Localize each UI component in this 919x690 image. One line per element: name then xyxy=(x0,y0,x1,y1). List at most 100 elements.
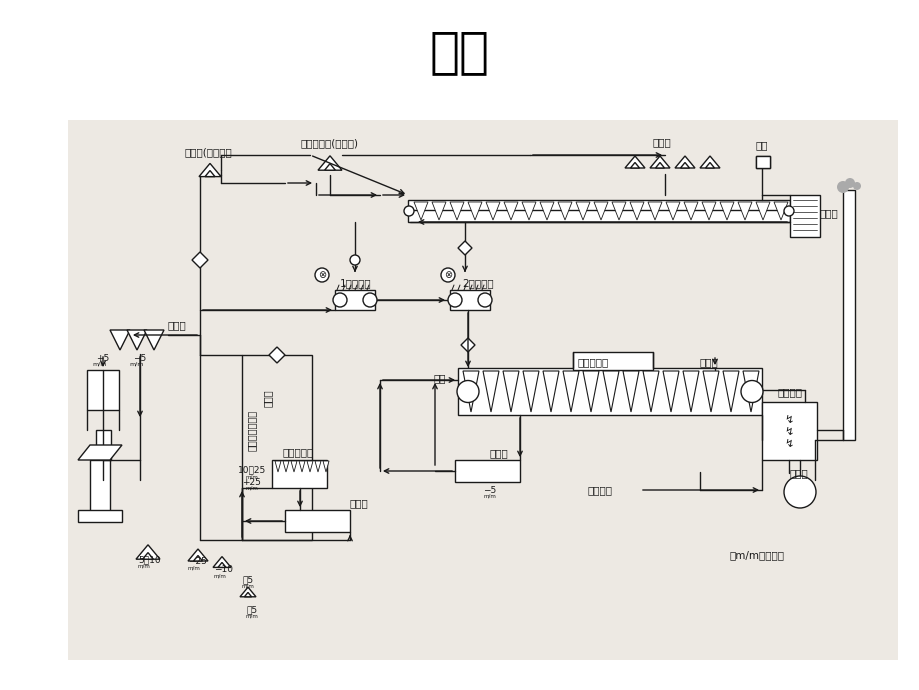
Polygon shape xyxy=(522,371,539,412)
Polygon shape xyxy=(136,545,160,559)
Circle shape xyxy=(478,293,492,307)
Text: m/m: m/m xyxy=(483,493,496,498)
Polygon shape xyxy=(240,587,255,597)
Polygon shape xyxy=(575,202,589,220)
Text: ↯: ↯ xyxy=(784,427,793,437)
Text: +5: +5 xyxy=(96,353,109,362)
Text: 铺底矿: 铺底矿 xyxy=(263,389,273,407)
Text: －5: －5 xyxy=(246,606,257,615)
Text: −25: −25 xyxy=(187,558,207,566)
Polygon shape xyxy=(187,549,208,561)
Polygon shape xyxy=(680,163,688,168)
Text: ↯: ↯ xyxy=(784,415,793,425)
Polygon shape xyxy=(462,371,479,412)
Bar xyxy=(755,156,769,168)
Polygon shape xyxy=(205,170,215,177)
Bar xyxy=(842,190,854,440)
Text: m/m: m/m xyxy=(245,474,258,479)
Polygon shape xyxy=(654,163,664,168)
Polygon shape xyxy=(299,461,305,472)
Polygon shape xyxy=(642,371,658,412)
Polygon shape xyxy=(558,202,572,220)
Circle shape xyxy=(349,255,359,265)
Text: m/m: m/m xyxy=(187,566,200,571)
Polygon shape xyxy=(705,163,714,168)
Polygon shape xyxy=(622,371,639,412)
Text: ⊗: ⊗ xyxy=(444,270,451,280)
Text: 烧结: 烧结 xyxy=(429,28,490,76)
Polygon shape xyxy=(737,202,751,220)
Polygon shape xyxy=(542,371,559,412)
Text: 成品冷却机: 成品冷却机 xyxy=(282,447,313,457)
Polygon shape xyxy=(702,371,719,412)
Text: －5: －5 xyxy=(243,575,254,584)
Polygon shape xyxy=(594,202,607,220)
Polygon shape xyxy=(675,156,694,168)
Polygon shape xyxy=(213,557,231,567)
Bar xyxy=(761,402,816,460)
Bar xyxy=(242,355,312,540)
Polygon shape xyxy=(460,338,474,352)
Polygon shape xyxy=(318,156,342,170)
Text: m/m: m/m xyxy=(245,485,258,490)
Text: −5: −5 xyxy=(133,353,146,362)
Polygon shape xyxy=(314,461,321,472)
Polygon shape xyxy=(630,202,643,220)
Text: 10～25: 10～25 xyxy=(238,466,266,475)
Polygon shape xyxy=(192,252,208,268)
Bar xyxy=(285,510,349,532)
Polygon shape xyxy=(307,461,312,472)
Polygon shape xyxy=(503,371,518,412)
Text: −10: −10 xyxy=(214,566,233,575)
Text: ↯: ↯ xyxy=(784,439,793,449)
Polygon shape xyxy=(743,371,758,412)
Circle shape xyxy=(314,268,329,282)
Text: m/m: m/m xyxy=(214,574,227,579)
Bar xyxy=(573,352,652,370)
Bar xyxy=(272,460,326,488)
Circle shape xyxy=(363,293,377,307)
Text: m/m: m/m xyxy=(242,584,255,589)
Polygon shape xyxy=(630,163,639,168)
Bar xyxy=(335,290,375,310)
Circle shape xyxy=(844,178,854,188)
Bar xyxy=(449,290,490,310)
Bar xyxy=(455,460,519,482)
Polygon shape xyxy=(611,202,625,220)
Bar xyxy=(96,430,111,460)
Polygon shape xyxy=(699,156,720,168)
Circle shape xyxy=(403,206,414,216)
Text: 2次混合机: 2次混合机 xyxy=(461,278,494,288)
Text: 原料场: 原料场 xyxy=(652,137,671,147)
Bar xyxy=(789,195,819,237)
Polygon shape xyxy=(275,461,280,472)
Polygon shape xyxy=(449,202,463,220)
Polygon shape xyxy=(323,461,329,472)
Bar xyxy=(407,200,789,222)
Circle shape xyxy=(448,293,461,307)
Polygon shape xyxy=(773,202,788,220)
Polygon shape xyxy=(127,330,147,350)
Circle shape xyxy=(852,182,860,190)
Text: 主除尘器: 主除尘器 xyxy=(777,387,802,397)
Polygon shape xyxy=(650,156,669,168)
Polygon shape xyxy=(683,202,698,220)
Text: m/m: m/m xyxy=(138,564,151,569)
Circle shape xyxy=(783,206,793,216)
Polygon shape xyxy=(624,156,644,168)
Circle shape xyxy=(440,268,455,282)
Polygon shape xyxy=(144,330,164,350)
Polygon shape xyxy=(647,202,662,220)
Polygon shape xyxy=(755,202,769,220)
Text: 棒磨机: 棒磨机 xyxy=(819,208,838,218)
Polygon shape xyxy=(193,555,202,561)
Polygon shape xyxy=(78,445,122,460)
Text: 烧结矿（成品）: 烧结矿（成品） xyxy=(246,409,256,451)
Bar xyxy=(755,156,769,168)
Circle shape xyxy=(740,380,762,402)
Text: 1次混合机: 1次混合机 xyxy=(340,278,371,288)
Polygon shape xyxy=(244,593,251,597)
Text: 点火保温炉: 点火保温炉 xyxy=(577,357,608,367)
Text: 铺底矿: 铺底矿 xyxy=(699,357,718,367)
Text: m/m: m/m xyxy=(93,361,108,366)
